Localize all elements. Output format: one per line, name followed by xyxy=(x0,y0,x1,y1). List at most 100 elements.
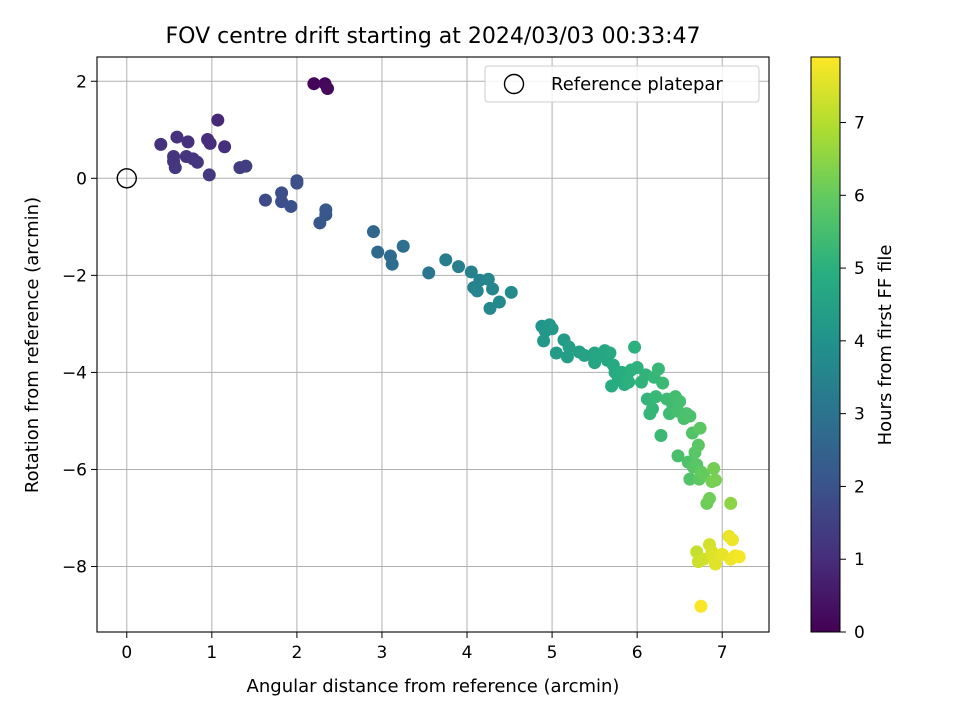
data-point xyxy=(603,346,617,360)
data-point xyxy=(307,77,321,91)
data-point xyxy=(504,285,518,299)
data-point xyxy=(693,421,707,435)
colorbar-gradient xyxy=(810,56,841,633)
data-point xyxy=(319,208,333,222)
colorbar-tick-label: 2 xyxy=(854,477,865,497)
y-tick-label: 0 xyxy=(76,169,87,189)
data-point xyxy=(483,301,497,315)
x-tick-label: 0 xyxy=(121,643,132,663)
data-point xyxy=(654,428,668,442)
y-tick-label: 2 xyxy=(76,72,87,92)
data-point xyxy=(651,362,665,376)
data-point xyxy=(628,340,642,354)
data-point xyxy=(396,239,410,253)
gridlines xyxy=(97,57,769,632)
data-point xyxy=(725,533,739,547)
x-tick-label: 7 xyxy=(717,643,728,663)
data-point xyxy=(366,225,380,239)
x-tick-label: 3 xyxy=(377,643,388,663)
data-point xyxy=(239,159,253,173)
y-tick-label: −2 xyxy=(62,266,87,286)
data-point xyxy=(673,395,687,409)
data-point xyxy=(724,496,738,510)
data-point xyxy=(649,390,663,404)
data-point xyxy=(170,130,184,144)
data-point xyxy=(683,409,697,423)
x-axis-label: Angular distance from reference (arcmin) xyxy=(247,676,620,697)
data-point xyxy=(537,334,551,348)
x-axis-ticks: 0 1 2 3 4 5 6 7 xyxy=(121,632,728,663)
chart-title: FOV centre drift starting at 2024/03/03 … xyxy=(166,24,701,49)
colorbar: 0 1 2 3 4 5 6 7 Hours from first FF file xyxy=(810,56,896,643)
colorbar-tick-label: 3 xyxy=(854,405,865,425)
data-point xyxy=(622,375,636,389)
data-point xyxy=(562,340,576,354)
data-point xyxy=(486,282,500,296)
colorbar-tick-label: 0 xyxy=(854,623,865,643)
data-point xyxy=(439,253,453,267)
data-point xyxy=(290,176,304,190)
data-point xyxy=(422,266,436,280)
data-point xyxy=(452,260,466,274)
data-point xyxy=(630,361,644,375)
data-point xyxy=(732,550,746,564)
x-tick-label: 6 xyxy=(632,643,643,663)
colorbar-tick-label: 6 xyxy=(854,186,865,206)
data-point xyxy=(203,136,217,150)
data-point xyxy=(481,272,495,286)
data-point xyxy=(202,168,216,182)
data-point xyxy=(708,473,722,487)
y-tick-label: −4 xyxy=(62,363,87,383)
data-point xyxy=(697,467,711,481)
data-point xyxy=(707,461,721,475)
data-points xyxy=(154,77,746,613)
data-point xyxy=(545,322,559,336)
data-point xyxy=(683,472,697,486)
data-point xyxy=(691,438,705,452)
data-point xyxy=(464,265,478,279)
data-point xyxy=(549,346,563,360)
data-point xyxy=(470,284,484,298)
reference-point xyxy=(116,168,137,189)
x-tick-label: 2 xyxy=(291,643,302,663)
data-point xyxy=(258,193,272,207)
colorbar-tick-label: 7 xyxy=(854,114,865,134)
x-tick-label: 4 xyxy=(462,643,473,663)
data-point xyxy=(284,199,298,213)
data-point xyxy=(218,140,232,154)
data-point xyxy=(385,257,399,271)
data-point xyxy=(577,348,591,362)
data-point xyxy=(211,113,225,127)
colorbar-ticks: 0 1 2 3 4 5 6 7 xyxy=(840,114,865,643)
legend-box xyxy=(484,65,760,103)
data-point xyxy=(321,82,335,96)
y-axis-label: Rotation from reference (arcmin) xyxy=(22,197,43,493)
data-point xyxy=(694,599,708,613)
legend-marker xyxy=(503,73,525,95)
data-point xyxy=(560,350,574,364)
colorbar-tick-label: 1 xyxy=(854,550,865,570)
data-point xyxy=(708,557,722,571)
plot-frame xyxy=(96,56,770,633)
reference-marker xyxy=(116,168,137,189)
data-point xyxy=(168,161,182,175)
data-point xyxy=(190,155,204,169)
data-point xyxy=(645,402,659,416)
colorbar-tick-label: 5 xyxy=(854,259,865,279)
x-tick-label: 5 xyxy=(547,643,558,663)
colorbar-tick-label: 4 xyxy=(854,332,865,352)
data-point xyxy=(371,245,385,259)
data-point xyxy=(492,295,506,309)
data-point xyxy=(697,552,711,566)
legend: Reference platepar xyxy=(484,65,760,103)
data-point xyxy=(154,137,168,151)
x-tick-label: 1 xyxy=(206,643,217,663)
legend-entry-label: Reference platepar xyxy=(551,74,723,95)
colorbar-label: Hours from first FF file xyxy=(875,245,896,446)
data-point xyxy=(702,492,716,506)
y-tick-label: −6 xyxy=(62,460,87,480)
data-point xyxy=(656,376,670,390)
data-point xyxy=(671,449,685,463)
y-axis-ticks: 2 0 −2 −4 −6 −8 xyxy=(62,72,97,577)
